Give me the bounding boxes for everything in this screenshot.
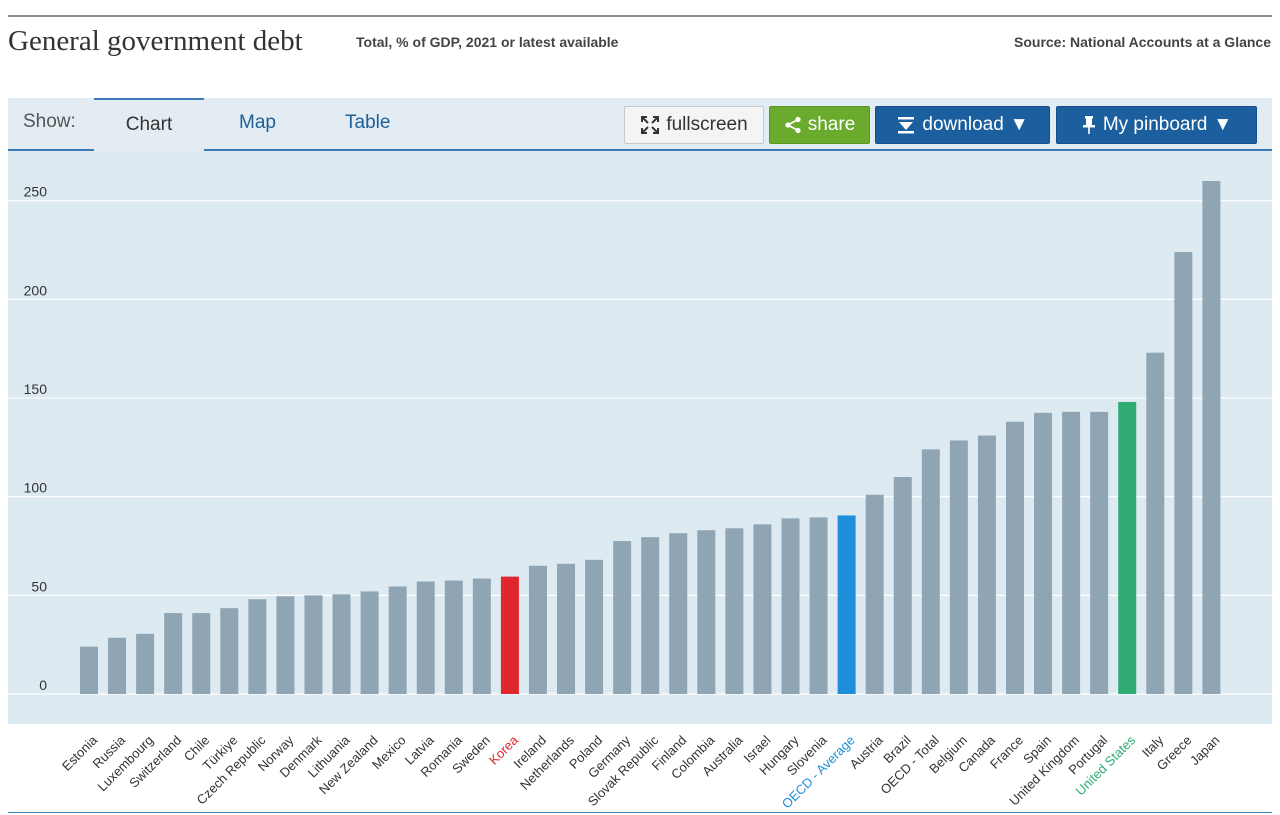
bar-brazil[interactable] [893,476,912,694]
bar-australia[interactable] [725,528,744,694]
caret-down-icon: ▼ [1213,114,1233,135]
bar-austria[interactable] [865,494,884,694]
expand-arrows-icon [640,115,660,135]
bar-slovak-republic[interactable] [641,537,660,694]
y-tick-label: 250 [24,184,48,200]
bar-oecd-average[interactable] [837,515,856,694]
bar-italy[interactable] [1146,352,1165,694]
bar-chile[interactable] [192,613,211,694]
chart-toolbar: Show: Chart Map Table fullscreen share [8,98,1272,151]
x-tick-label: Japan [1187,733,1223,769]
bar-romania[interactable] [444,580,463,694]
share-button[interactable]: share [769,106,870,144]
bar-united-states[interactable] [1118,401,1137,694]
bar-spain[interactable] [1034,412,1053,694]
bar-korea[interactable] [500,576,519,694]
bar-portugal[interactable] [1090,411,1109,694]
bar-denmark[interactable] [304,595,323,694]
caret-down-icon: ▼ [1009,114,1029,135]
source-label: Source: National Accounts at a Glance [1014,34,1271,50]
bar-finland[interactable] [669,533,688,694]
bar-poland[interactable] [585,559,604,694]
bar-oecd-total[interactable] [921,449,940,694]
top-rule [8,15,1272,17]
bar-greece[interactable] [1174,252,1193,694]
y-tick-label: 0 [39,677,47,693]
bar-lithuania[interactable] [332,594,351,694]
bar-belgium[interactable] [949,440,968,694]
y-tick-label: 200 [24,282,48,298]
x-tick-label: Estonia [59,732,101,774]
bar-netherlands[interactable] [557,563,576,694]
page-subtitle: Total, % of GDP, 2021 or latest availabl… [356,34,619,50]
tab-chart[interactable]: Chart [94,98,204,151]
bar-estonia[interactable] [80,646,98,694]
share-icon [784,116,802,134]
bar-canada[interactable] [977,435,996,694]
pinboard-label: My pinboard [1102,114,1208,135]
tab-table[interactable]: Table [345,112,391,133]
bar-france[interactable] [1005,421,1024,694]
download-label: download [922,114,1004,135]
bar-czech-republic[interactable] [248,599,267,694]
bar-israel[interactable] [753,524,772,694]
y-tick-label: 100 [24,480,48,496]
bar-russia[interactable] [108,637,127,694]
bar-colombia[interactable] [697,530,716,694]
bar-japan[interactable] [1202,181,1221,694]
download-icon [896,115,916,135]
show-label: Show: [23,111,76,132]
fullscreen-label: fullscreen [666,114,748,135]
y-tick-label: 50 [31,578,47,594]
download-button[interactable]: download ▼ [875,106,1050,144]
bar-switzerland[interactable] [164,613,183,694]
bar-new-zealand[interactable] [360,591,379,694]
bar-t-rkiye[interactable] [220,608,239,694]
bar-norway[interactable] [276,596,295,694]
pushpin-icon [1081,115,1097,135]
share-label: share [807,114,856,135]
page-title: General government debt [8,25,303,57]
bar-slovenia[interactable] [809,517,828,694]
bar-united-kingdom[interactable] [1062,411,1081,694]
bar-mexico[interactable] [388,586,407,694]
bar-ireland[interactable] [528,565,547,694]
y-tick-label: 150 [24,381,48,397]
bar-sweden[interactable] [472,578,491,694]
tab-map[interactable]: Map [239,112,276,133]
bar-luxembourg[interactable] [136,633,155,694]
fullscreen-button[interactable]: fullscreen [624,106,764,144]
chart-area [8,151,1272,724]
pinboard-button[interactable]: My pinboard ▼ [1056,106,1257,144]
bottom-rule [8,812,1272,813]
bar-latvia[interactable] [416,581,435,694]
bar-germany[interactable] [613,541,632,694]
bar-hungary[interactable] [781,518,800,694]
